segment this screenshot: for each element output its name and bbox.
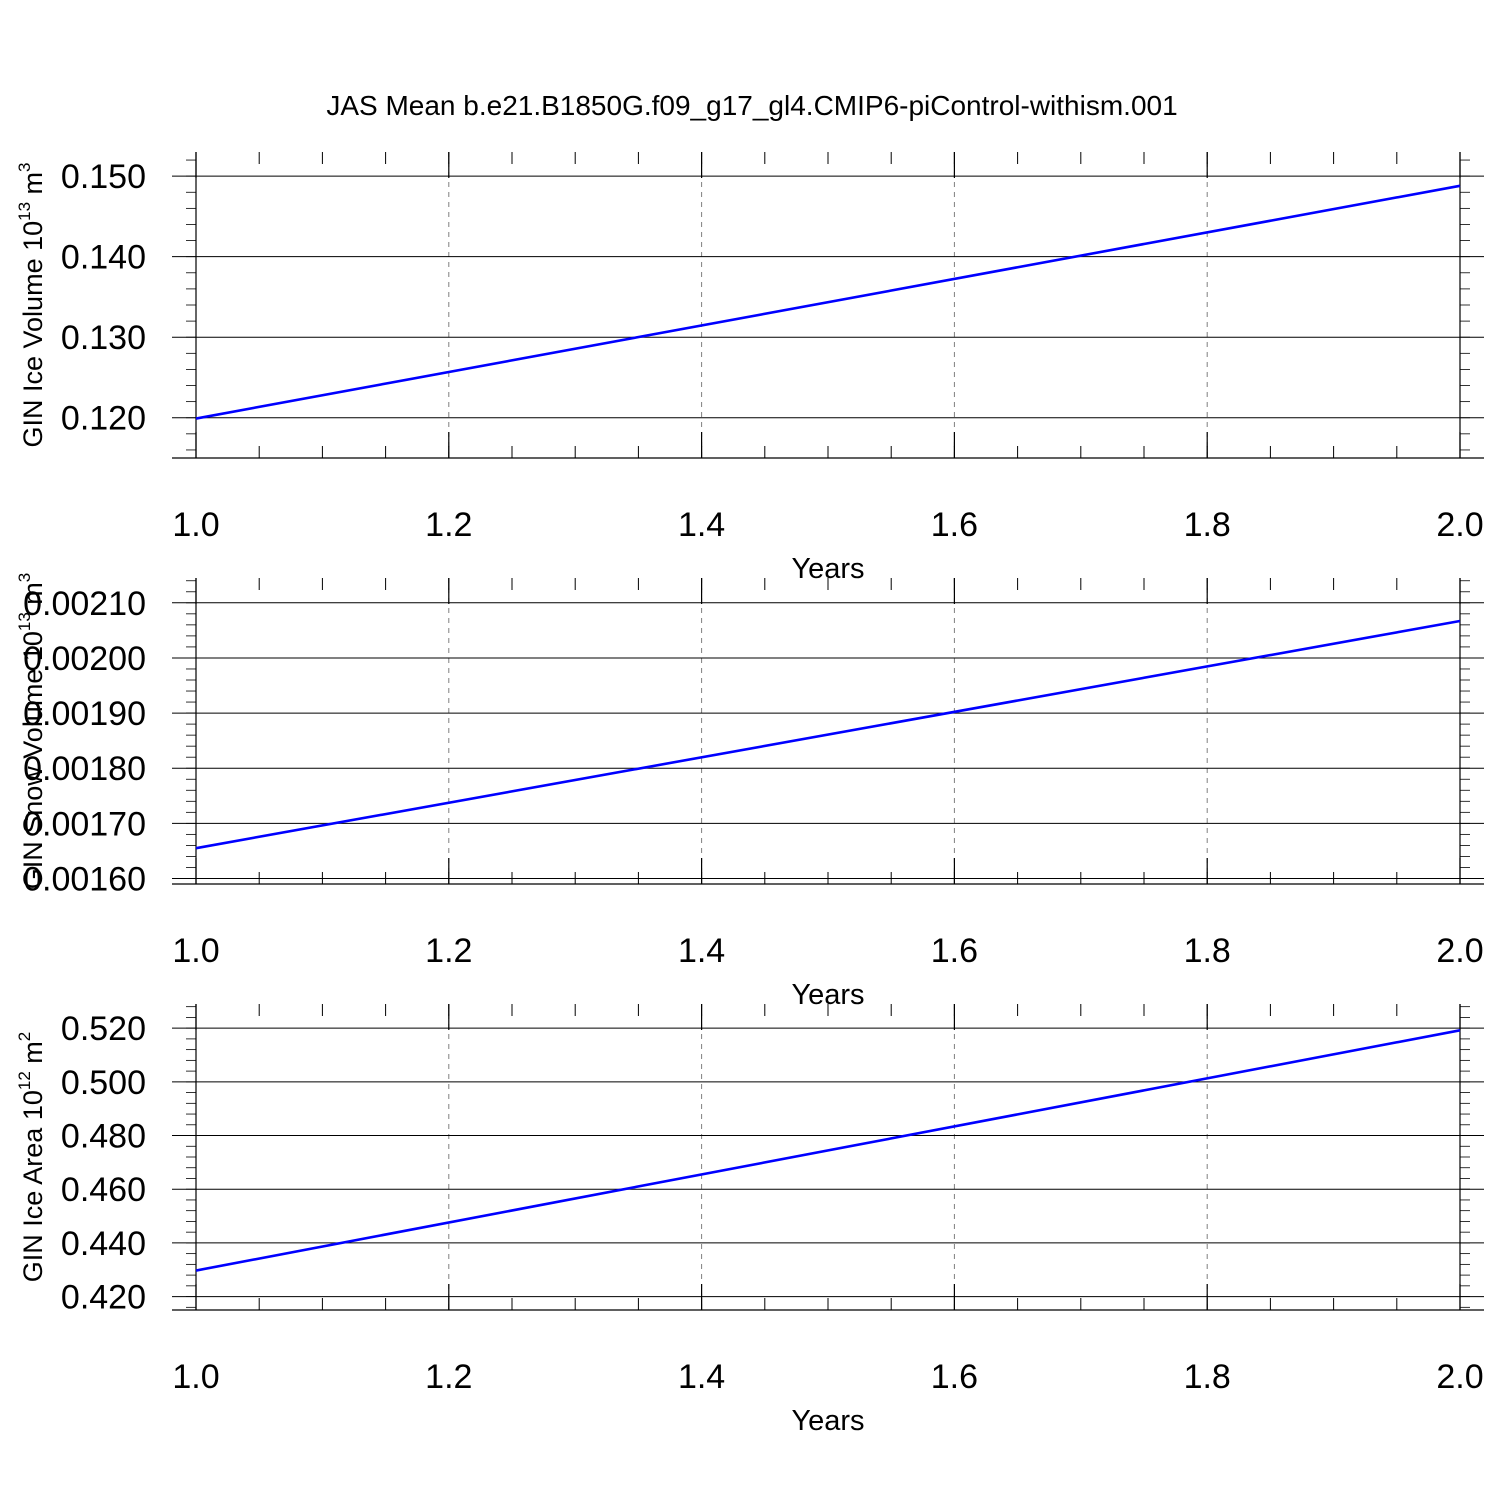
y-tick-label: 0.440 (61, 1225, 146, 1263)
x-tick-label: 1.0 (172, 506, 219, 544)
y-tick-label: 0.500 (61, 1064, 146, 1102)
series-line (195, 1029, 1461, 1272)
chart-panel-1: 1.0 1.2 1.4 1.6 1.8 2.00.1200.1300.1400.150Ye… (15, 152, 1484, 585)
y-tick-label: 0.120 (61, 400, 146, 438)
y-axis-label: GIN Ice Area 1012 m2 (15, 1032, 48, 1283)
x-tick-label: 1.0 (172, 932, 219, 970)
panels: 1.0 1.2 1.4 1.6 1.8 2.0 0.120 0.130 0.140 0.150 Ye… (15, 152, 1484, 1437)
y-axis-label: GIN Ice Volume 1013 m3 (15, 162, 48, 447)
series-line (195, 184, 1461, 420)
x-tick-label: 1.0 (172, 1358, 219, 1396)
series-line (195, 619, 1461, 850)
y-tick-label: 0.420 (61, 1279, 146, 1317)
y-tick-label: 0.460 (61, 1171, 146, 1209)
x-tick-label: 1.6 (931, 932, 978, 970)
x-tick-label: 1.6 (931, 506, 978, 544)
chart-panel-2: 1.0 1.2 1.4 1.6 1.8 2.0 0.00160 0.00170 0.00180 0… (15, 573, 1484, 1011)
x-tick-label: 1.8 (1184, 932, 1231, 970)
y-tick-label: 0.130 (61, 319, 146, 357)
chart-panel-3: 1.0 1.2 1.4 1.6 1.8 2.0 0.420 0.440 0.460 0.480 0.… (15, 1004, 1484, 1437)
x-tick-label: 2.0 (1436, 506, 1483, 544)
y-tick-label: 0.140 (61, 239, 146, 277)
x-tick-label: 1.6 (931, 1358, 978, 1396)
x-tick-label: 1.2 (425, 506, 472, 544)
y-tick-label: 0.150 (61, 158, 146, 196)
x-tick-label: 1.4 (678, 1358, 725, 1396)
x-tick-label: 1.8 (1184, 506, 1231, 544)
x-tick-label: 1.8 (1184, 1358, 1231, 1396)
y-tick-label: 0.00190 (23, 695, 146, 733)
x-tick-label: 1.4 (678, 506, 725, 544)
y-tick-label: 0.520 (61, 1010, 146, 1048)
x-tick-label: 2.0 (1436, 932, 1483, 970)
y-tick-label: 0.00200 (23, 640, 146, 678)
x-tick-label: 2.0 (1436, 1358, 1483, 1396)
y-tick-label: 0.00210 (23, 585, 146, 623)
y-tick-label: 0.480 (61, 1118, 146, 1156)
y-tick-label: 0.00170 (23, 805, 146, 843)
x-tick-label: 1.2 (425, 1358, 472, 1396)
y-tick-label: 0.00160 (23, 860, 146, 898)
x-tick-label: 1.2 (425, 932, 472, 970)
x-tick-label: 1.4 (678, 932, 725, 970)
y-tick-label: 0.00180 (23, 750, 146, 788)
x-axis-label: Years (791, 1405, 864, 1437)
y-axis-label: GIN Snow Volume 1013 m3 (15, 573, 48, 890)
figure-title: JAS Mean b.e21.B1850G.f09_g17_gl4.CMIP6-… (326, 90, 1177, 121)
